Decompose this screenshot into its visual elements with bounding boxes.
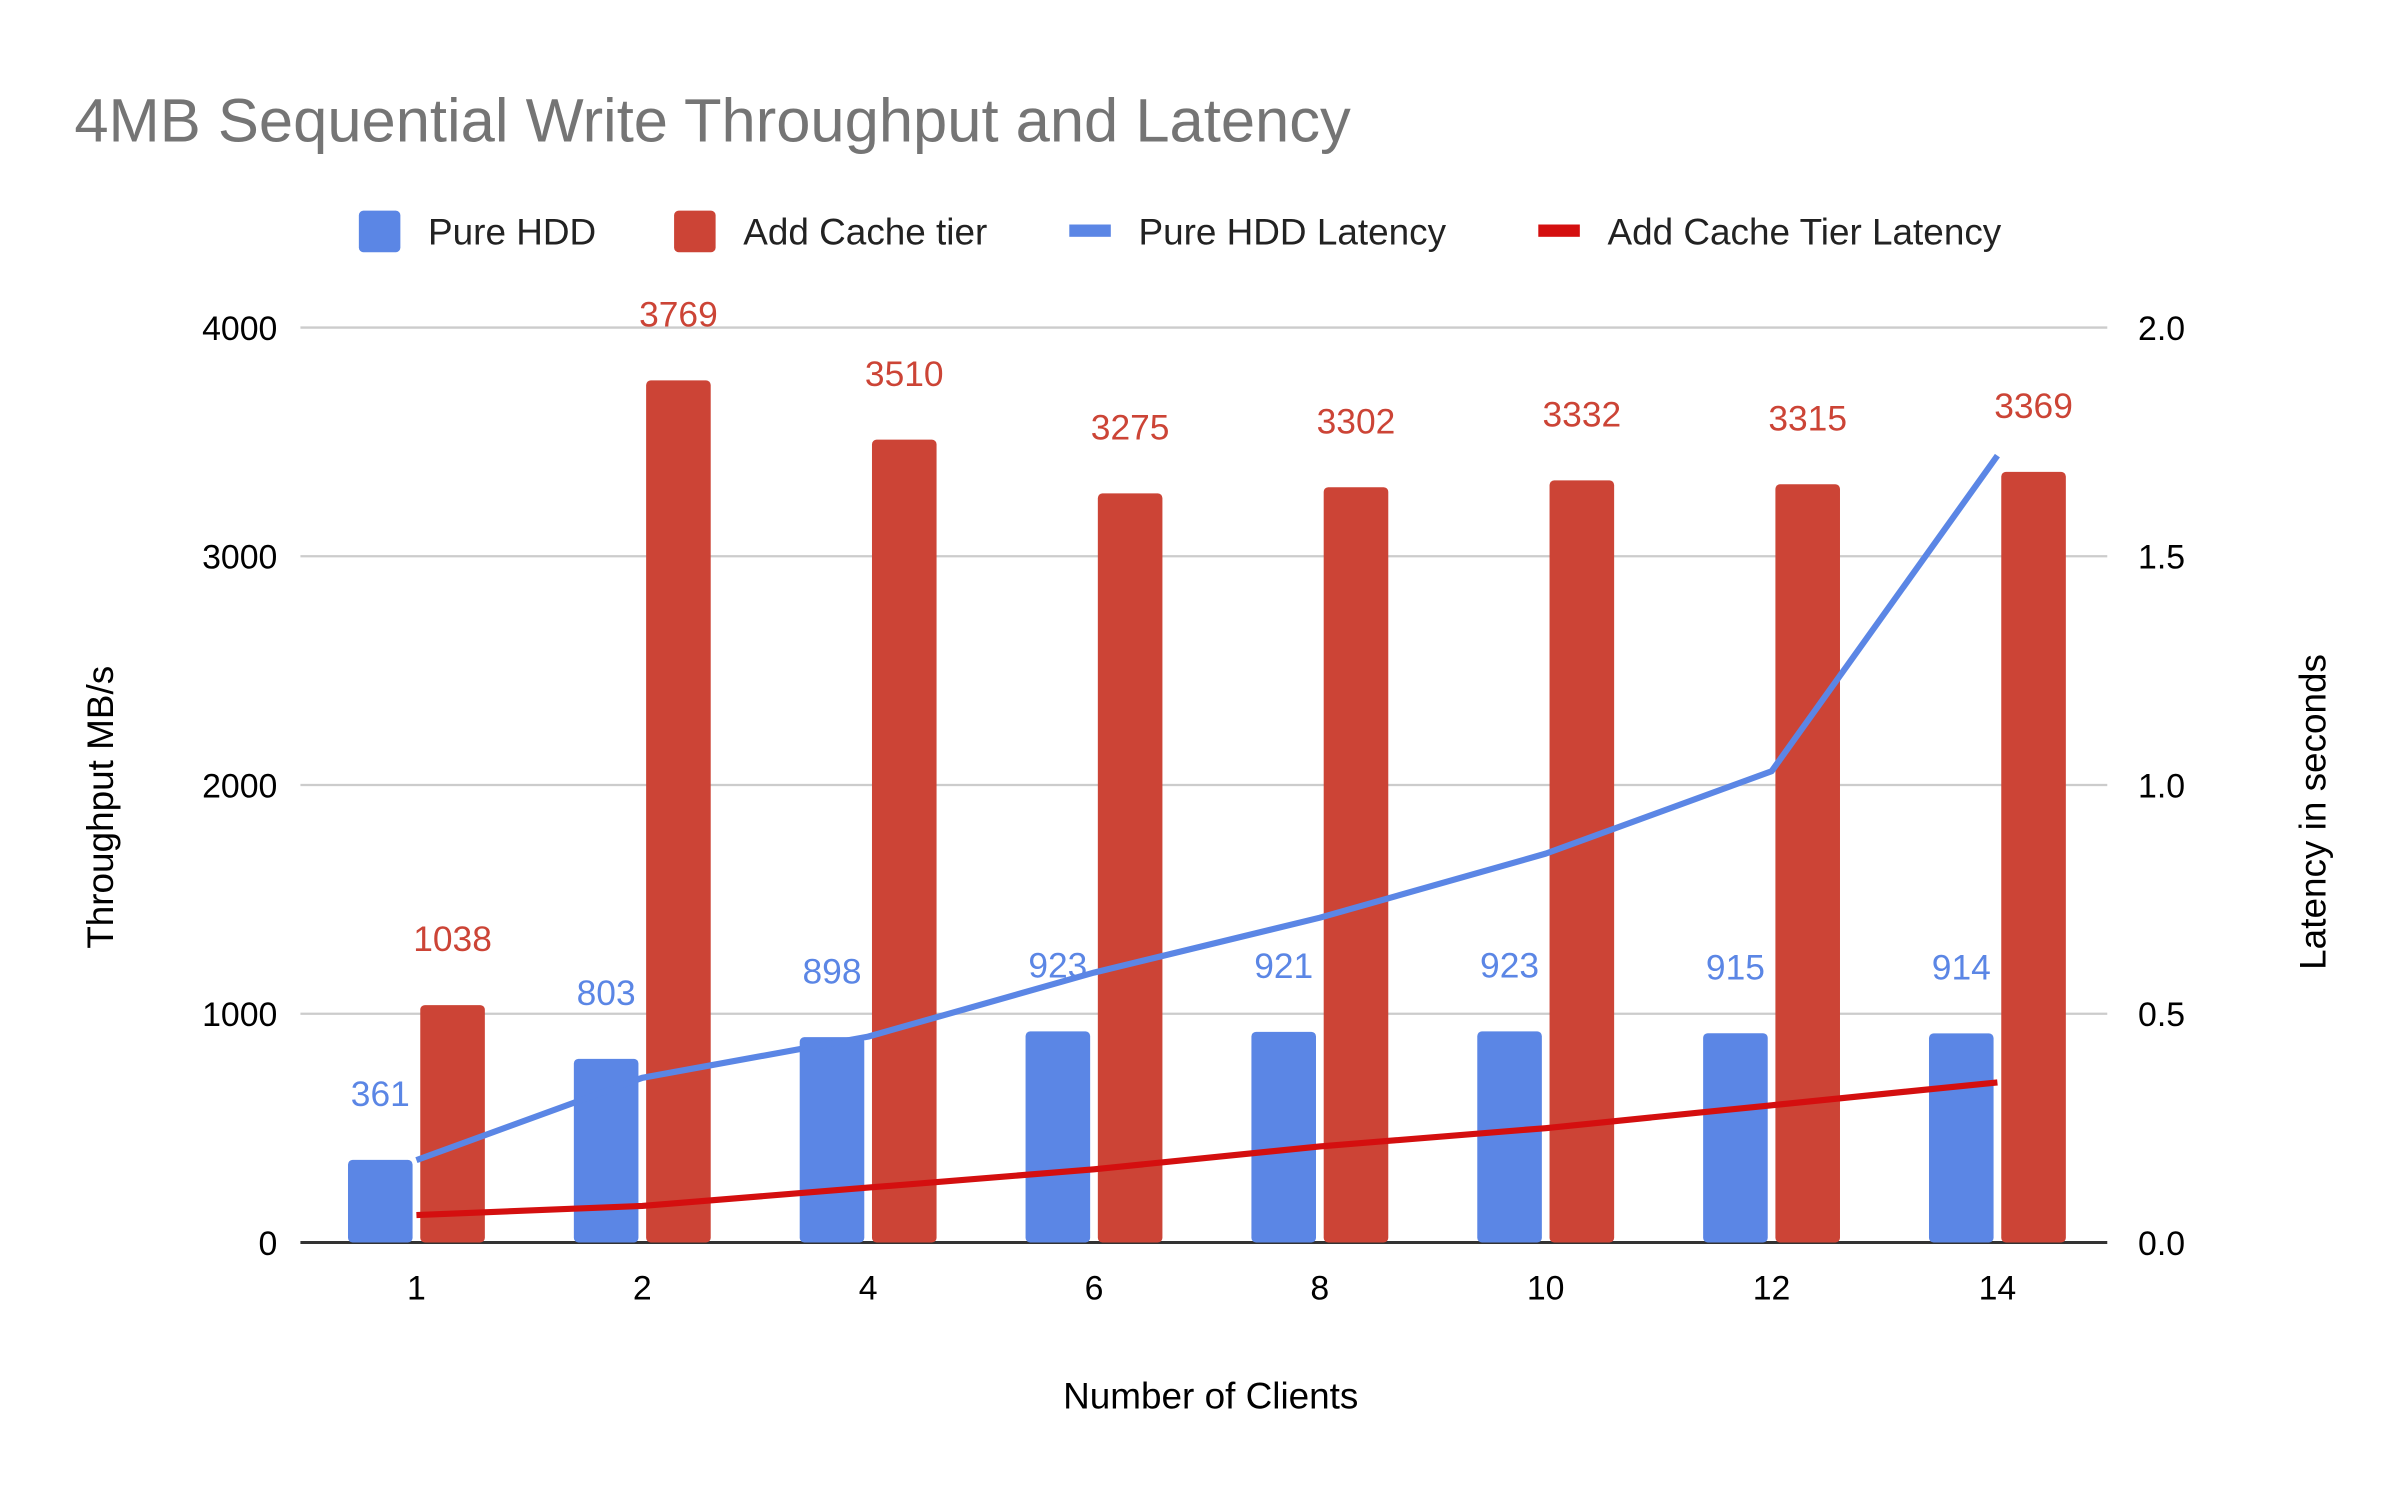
- bar-pure-hdd: [347, 1159, 413, 1243]
- line-add-cache-tier-latency: [416, 1079, 1998, 1219]
- data-label: 3510: [865, 355, 944, 394]
- bar-add-cache-tier: [1323, 487, 1389, 1243]
- data-label: 803: [577, 974, 636, 1013]
- legend-swatch: [358, 210, 401, 253]
- data-label: 361: [351, 1075, 410, 1114]
- legend-label: Pure HDD Latency: [1138, 212, 1446, 253]
- data-label: 3302: [1317, 402, 1396, 441]
- data-label: 3275: [1091, 409, 1170, 448]
- data-label: 3315: [1768, 399, 1847, 438]
- bar-pure-hdd: [1477, 1031, 1542, 1243]
- bar-pure-hdd: [1928, 1033, 1994, 1243]
- legend-label: Add Cache tier: [743, 212, 987, 253]
- legend-swatch: [1069, 224, 1111, 237]
- y2-tick-label: 1.0: [2138, 767, 2185, 805]
- legend: Pure HDD Add Cache tier Pure HDD Latency Ad…: [358, 210, 2002, 253]
- data-label: 923: [1480, 947, 1539, 986]
- bar-pure-hdd: [1703, 1033, 1768, 1243]
- y2-tick-label: 0.0: [2138, 1225, 2185, 1263]
- x-tick-label: 10: [1527, 1269, 1565, 1307]
- legend-label: Add Cache Tier Latency: [1608, 212, 2002, 253]
- data-label: 923: [1028, 947, 1087, 986]
- bar-pure-hdd: [1025, 1031, 1091, 1243]
- y-tick-label: 3000: [202, 539, 277, 577]
- chart-title: 4MB Sequential Write Throughput and Late…: [74, 86, 1351, 155]
- data-label: 3369: [1994, 387, 2073, 426]
- y-tick-label: 2000: [202, 767, 277, 805]
- bar-add-cache-tier: [646, 380, 711, 1243]
- y2-tick-label: 0.5: [2138, 996, 2185, 1034]
- bar-add-cache-tier: [1775, 484, 1840, 1243]
- legend-swatch: [674, 210, 716, 253]
- bar-pure-hdd: [799, 1037, 865, 1243]
- x-tick-label: 6: [1085, 1269, 1104, 1307]
- y2-tick-label: 1.5: [2138, 539, 2185, 577]
- y-tick-label: 4000: [202, 310, 277, 348]
- bar-add-cache-tier: [420, 1005, 485, 1243]
- bar-pure-hdd: [1251, 1031, 1317, 1243]
- y-axis-title: Throughput MB/s: [80, 666, 121, 949]
- data-label: 3769: [639, 296, 718, 335]
- x-tick-label: 14: [1979, 1269, 2017, 1307]
- bar-add-cache-tier: [2001, 471, 2066, 1243]
- data-label: 921: [1254, 947, 1313, 986]
- x-tick-label: 2: [633, 1269, 652, 1307]
- y-tick-label: 1000: [202, 996, 277, 1034]
- x-tick-label: 8: [1310, 1269, 1329, 1307]
- data-label: 1038: [413, 920, 492, 959]
- data-labels: 361 803 898 923 921 923 915 914 1038 3769 3510 3275…: [351, 296, 2073, 1115]
- y2-axis-title: Latency in seconds: [2293, 654, 2334, 970]
- data-label: 898: [802, 952, 861, 991]
- x-tick-label: 4: [859, 1269, 878, 1307]
- y2-tick-label: 2.0: [2138, 310, 2185, 348]
- lines: [415, 453, 2000, 1219]
- bar-add-cache-tier: [1549, 480, 1615, 1243]
- data-label: 914: [1932, 949, 1991, 988]
- data-label: 915: [1706, 948, 1765, 987]
- bar-add-cache-tier: [1097, 493, 1163, 1243]
- bar-pure-hdd: [573, 1058, 639, 1243]
- legend-label: Pure HDD: [428, 212, 596, 253]
- bars: [347, 380, 2066, 1243]
- x-axis-title: Number of Clients: [1063, 1376, 1358, 1417]
- line-pure-hdd-latency: [415, 453, 2000, 1164]
- bar-add-cache-tier: [871, 439, 937, 1243]
- data-label: 3332: [1543, 396, 1622, 435]
- x-tick-label: 1: [407, 1269, 426, 1307]
- y-tick-label: 0: [259, 1225, 278, 1263]
- x-tick-label: 12: [1753, 1269, 1791, 1307]
- legend-swatch: [1538, 224, 1580, 237]
